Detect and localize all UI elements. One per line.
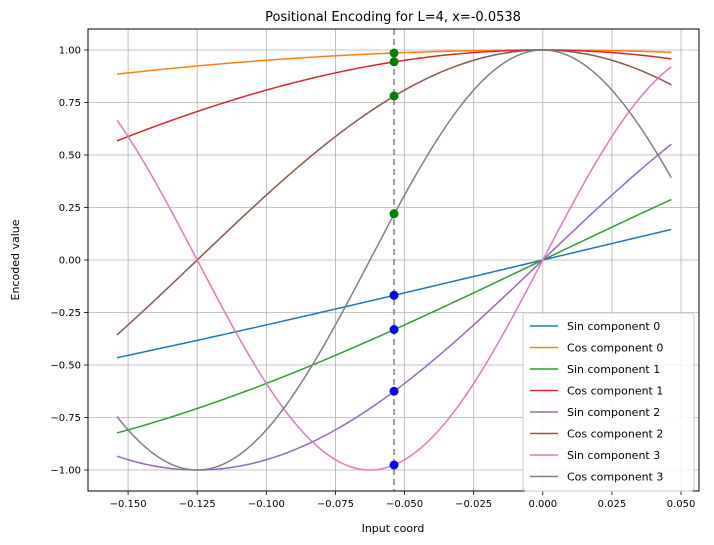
y-axis-ticks: −1.00 −0.75 −0.50 −0.25 0.00 0.25 0.50 0.75 1.00 — [50, 46, 88, 477]
y-tick-label: −0.25 — [50, 308, 81, 319]
legend-label-2: Sin component 1 — [567, 363, 660, 376]
y-tick-label: −0.75 — [50, 413, 81, 424]
cos-marker-point-2 — [389, 91, 399, 101]
legend-label-4: Sin component 2 — [567, 406, 660, 419]
y-tick-label: 0.75 — [59, 98, 81, 109]
cos-marker-point-0 — [389, 48, 399, 58]
x-tick-label: −0.125 — [179, 499, 216, 510]
sin-marker-point-2 — [389, 386, 399, 396]
x-tick-label: −0.025 — [455, 499, 492, 510]
y-tick-label: 1.00 — [59, 46, 81, 57]
marker-points-group — [389, 48, 399, 470]
legend-label-1: Cos component 0 — [567, 342, 663, 355]
chart-title: Positional Encoding for L=4, x=-0.0538 — [265, 10, 521, 25]
y-axis-label: Encoded value — [9, 219, 22, 300]
sin-marker-point-0 — [389, 290, 399, 300]
legend-label-7: Cos component 3 — [567, 471, 663, 484]
x-tick-label: −0.050 — [386, 499, 423, 510]
legend-label-5: Cos component 2 — [567, 428, 663, 441]
y-tick-label: −1.00 — [50, 466, 81, 477]
cos-marker-point-1 — [389, 57, 399, 67]
y-tick-label: 0.25 — [59, 203, 81, 214]
cos-marker-point-3 — [389, 209, 399, 219]
sin-marker-point-1 — [389, 325, 399, 335]
legend-label-6: Sin component 3 — [567, 449, 660, 462]
y-tick-label: 0.50 — [59, 151, 81, 162]
x-axis-label: Input coord — [362, 522, 425, 535]
legend-label-0: Sin component 0 — [567, 320, 660, 333]
legend-frame — [522, 312, 695, 492]
x-tick-label: 0.000 — [528, 499, 557, 510]
legend-label-3: Cos component 1 — [567, 385, 663, 398]
x-tick-label: 0.050 — [667, 499, 696, 510]
x-axis-ticks: −0.150 −0.125 −0.100 −0.075 −0.050 −0.025 0.00… — [110, 491, 696, 510]
x-tick-label: −0.100 — [248, 499, 285, 510]
x-tick-label: −0.075 — [317, 499, 354, 510]
legend: Sin component 0 Cos component 0 Sin compon… — [522, 312, 695, 492]
x-tick-label: 0.025 — [598, 499, 627, 510]
y-tick-label: 0.00 — [59, 256, 81, 267]
x-tick-label: −0.150 — [110, 499, 147, 510]
y-tick-label: −0.50 — [50, 361, 81, 372]
sin-marker-point-3 — [389, 460, 399, 470]
